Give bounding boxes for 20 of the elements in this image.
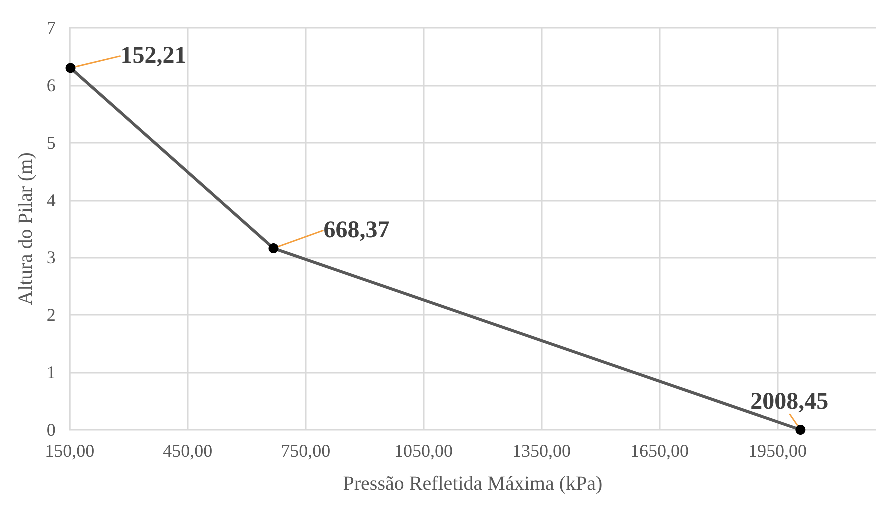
x-tick-label: 1050,00	[394, 441, 454, 461]
x-tick-label: 150,00	[45, 441, 95, 461]
annotation: 2008,45	[750, 389, 829, 415]
x-tick-label: 450,00	[163, 441, 213, 461]
y-tick-label: 3	[46, 248, 56, 268]
y-axis-title: Altura do Pilar (m)	[15, 152, 37, 306]
y-tick-label: 0	[46, 420, 56, 440]
y-tick-label: 4	[46, 190, 56, 210]
x-tick-label: 1950,00	[748, 441, 807, 461]
y-tick-label: 6	[46, 75, 56, 96]
annotation: 668,37	[324, 218, 390, 244]
y-tick-label: 5	[46, 132, 56, 153]
x-axis-title: Pressão Refletida Máxima (kPa)	[343, 473, 603, 495]
y-tick-label: 7	[46, 18, 56, 38]
y-tick-label: 2	[46, 305, 56, 326]
x-tick-label: 750,00	[281, 441, 331, 461]
y-tick-label: 1	[46, 362, 56, 383]
annotation: 152,21	[120, 43, 187, 70]
x-tick-label: 1350,00	[512, 441, 572, 461]
x-tick-label: 1650,00	[630, 441, 689, 461]
